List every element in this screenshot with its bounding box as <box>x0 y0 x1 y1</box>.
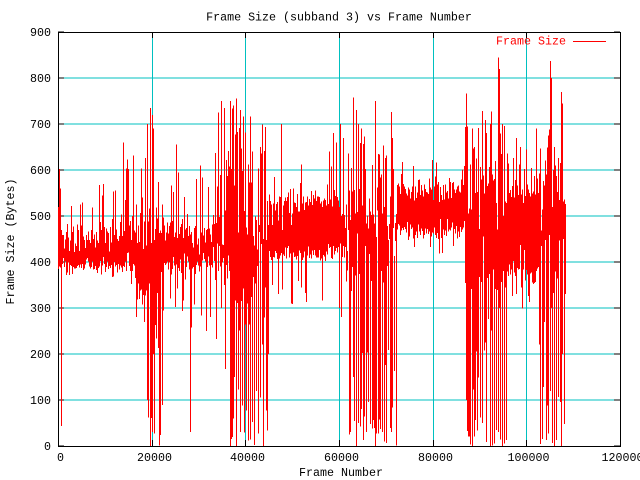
svg-text:700: 700 <box>30 118 51 132</box>
svg-text:Frame Number: Frame Number <box>299 466 383 480</box>
svg-text:100000: 100000 <box>508 451 550 465</box>
svg-text:900: 900 <box>30 26 51 40</box>
svg-text:800: 800 <box>30 72 51 86</box>
svg-text:600: 600 <box>30 164 51 178</box>
svg-text:60000: 60000 <box>324 451 359 465</box>
svg-text:40000: 40000 <box>230 451 265 465</box>
svg-text:80000: 80000 <box>418 451 453 465</box>
svg-text:Frame Size (subband 3) vs Fram: Frame Size (subband 3) vs Frame Number <box>206 11 472 25</box>
svg-text:20000: 20000 <box>137 451 172 465</box>
svg-text:0: 0 <box>44 440 51 454</box>
svg-text:Frame Size (Bytes): Frame Size (Bytes) <box>4 179 18 305</box>
svg-text:0: 0 <box>57 451 64 465</box>
svg-text:400: 400 <box>30 256 51 270</box>
svg-text:Frame Size: Frame Size <box>496 35 566 49</box>
svg-text:200: 200 <box>30 348 51 362</box>
svg-text:300: 300 <box>30 302 51 316</box>
svg-text:500: 500 <box>30 210 51 224</box>
svg-text:100: 100 <box>30 394 51 408</box>
svg-text:120000: 120000 <box>602 451 640 465</box>
